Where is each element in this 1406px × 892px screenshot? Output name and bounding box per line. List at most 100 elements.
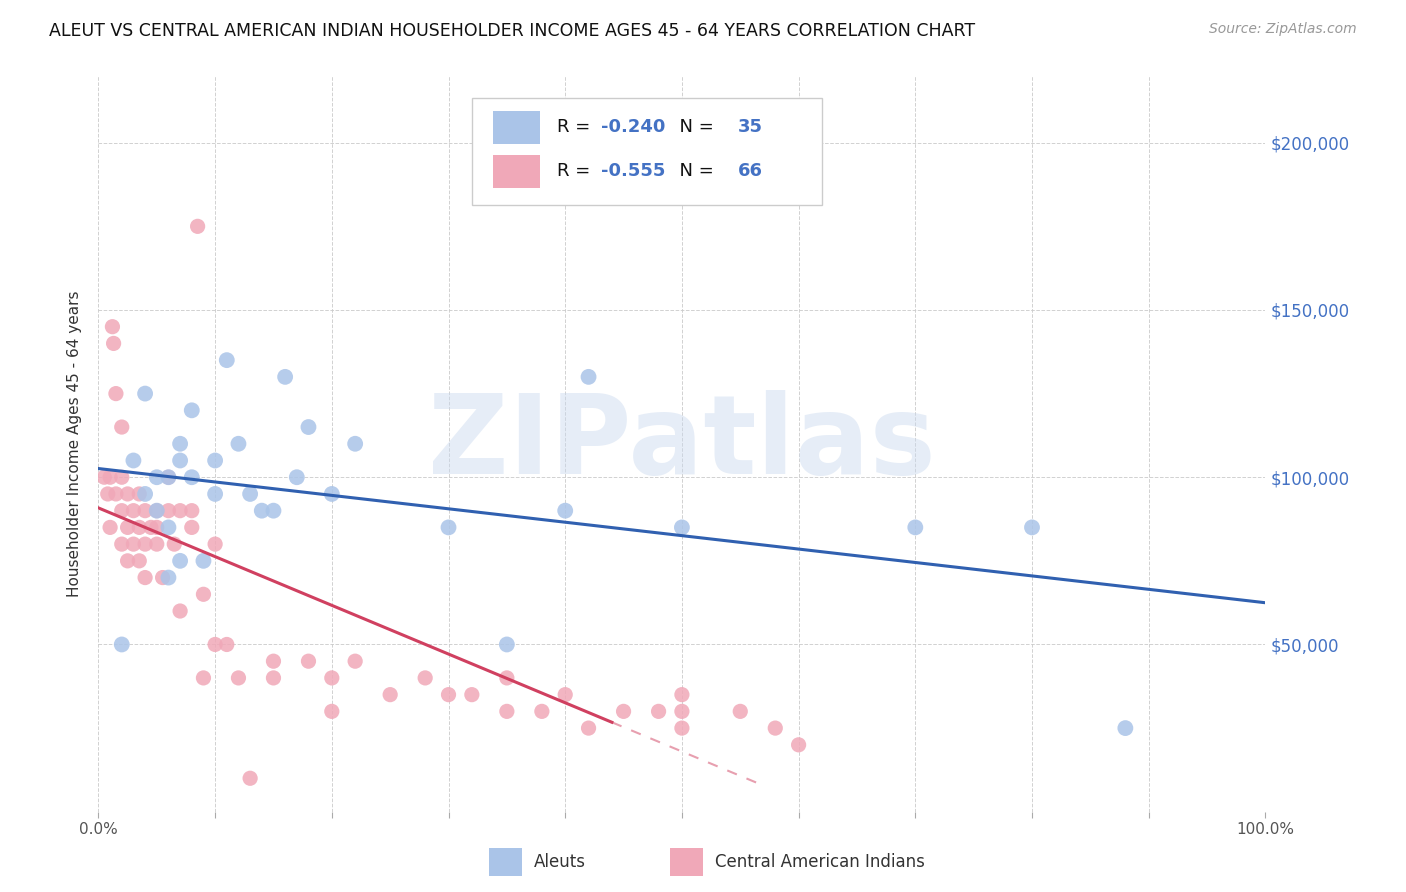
Point bbox=[578, 369, 600, 384]
Point bbox=[117, 520, 139, 534]
Point bbox=[204, 487, 226, 501]
Point bbox=[146, 520, 169, 534]
Point bbox=[134, 537, 156, 551]
Point bbox=[228, 671, 250, 685]
Point bbox=[169, 436, 191, 450]
Point bbox=[93, 470, 115, 484]
Point bbox=[285, 470, 308, 484]
Point bbox=[128, 487, 150, 501]
Point bbox=[180, 503, 202, 517]
Point bbox=[180, 470, 202, 484]
Point bbox=[239, 771, 262, 786]
Point bbox=[103, 336, 125, 351]
Text: ZIPatlas: ZIPatlas bbox=[427, 391, 936, 497]
Point bbox=[157, 571, 180, 585]
Point bbox=[204, 537, 226, 551]
Point bbox=[128, 520, 150, 534]
Point bbox=[117, 554, 139, 568]
Point bbox=[321, 705, 343, 719]
Text: ALEUT VS CENTRAL AMERICAN INDIAN HOUSEHOLDER INCOME AGES 45 - 64 YEARS CORRELATI: ALEUT VS CENTRAL AMERICAN INDIAN HOUSEHO… bbox=[49, 22, 976, 40]
Point bbox=[169, 503, 191, 517]
Point bbox=[146, 503, 169, 517]
Point bbox=[111, 470, 134, 484]
Point bbox=[496, 705, 519, 719]
Point bbox=[187, 219, 209, 234]
Point bbox=[461, 688, 484, 702]
Point bbox=[204, 453, 226, 467]
Text: -0.240: -0.240 bbox=[602, 119, 666, 136]
Text: Source: ZipAtlas.com: Source: ZipAtlas.com bbox=[1209, 22, 1357, 37]
Point bbox=[169, 604, 191, 618]
Bar bbox=[671, 847, 703, 876]
Point bbox=[578, 721, 600, 735]
Point bbox=[117, 487, 139, 501]
Point bbox=[193, 671, 215, 685]
Point bbox=[134, 503, 156, 517]
Point bbox=[146, 537, 169, 551]
Point bbox=[297, 654, 319, 668]
Point bbox=[146, 503, 169, 517]
Point bbox=[134, 571, 156, 585]
Point bbox=[321, 487, 343, 501]
Point bbox=[671, 705, 693, 719]
Point bbox=[730, 705, 752, 719]
Point bbox=[787, 738, 810, 752]
Point bbox=[647, 705, 669, 719]
Point bbox=[134, 386, 156, 401]
FancyBboxPatch shape bbox=[472, 98, 823, 204]
Point bbox=[122, 453, 145, 467]
Point bbox=[193, 554, 215, 568]
Point bbox=[671, 688, 693, 702]
Point bbox=[344, 654, 367, 668]
Point bbox=[122, 503, 145, 517]
Point bbox=[496, 671, 519, 685]
Point bbox=[380, 688, 402, 702]
Point bbox=[157, 470, 180, 484]
Point bbox=[152, 571, 174, 585]
Point bbox=[111, 420, 134, 434]
Point bbox=[98, 470, 121, 484]
Point bbox=[157, 503, 180, 517]
Point bbox=[128, 554, 150, 568]
Text: N =: N = bbox=[668, 162, 720, 180]
Point bbox=[111, 503, 134, 517]
Point bbox=[104, 487, 127, 501]
Point bbox=[215, 637, 238, 651]
Point bbox=[1114, 721, 1136, 735]
Text: N =: N = bbox=[668, 119, 720, 136]
Point bbox=[146, 470, 169, 484]
Point bbox=[262, 671, 284, 685]
Text: Aleuts: Aleuts bbox=[534, 853, 586, 871]
Point bbox=[671, 520, 693, 534]
Point bbox=[613, 705, 636, 719]
Point bbox=[554, 503, 576, 517]
Point bbox=[139, 520, 162, 534]
Point bbox=[496, 637, 519, 651]
Point bbox=[413, 671, 436, 685]
Point bbox=[180, 403, 202, 417]
Point bbox=[163, 537, 186, 551]
Text: R =: R = bbox=[557, 119, 596, 136]
Point bbox=[262, 503, 284, 517]
Point bbox=[297, 420, 319, 434]
Point bbox=[193, 587, 215, 601]
Text: R =: R = bbox=[557, 162, 596, 180]
Point bbox=[169, 554, 191, 568]
Point bbox=[134, 487, 156, 501]
Point bbox=[169, 453, 191, 467]
Point bbox=[344, 436, 367, 450]
Point bbox=[262, 654, 284, 668]
Text: 66: 66 bbox=[738, 162, 763, 180]
Bar bbox=[489, 847, 522, 876]
Point bbox=[437, 688, 460, 702]
Point bbox=[215, 353, 238, 368]
Point bbox=[97, 487, 120, 501]
Point bbox=[671, 721, 693, 735]
Point bbox=[274, 369, 297, 384]
Point bbox=[904, 520, 927, 534]
Point bbox=[101, 319, 124, 334]
Point bbox=[204, 637, 226, 651]
Text: -0.555: -0.555 bbox=[602, 162, 666, 180]
Point bbox=[98, 520, 121, 534]
Point bbox=[228, 436, 250, 450]
